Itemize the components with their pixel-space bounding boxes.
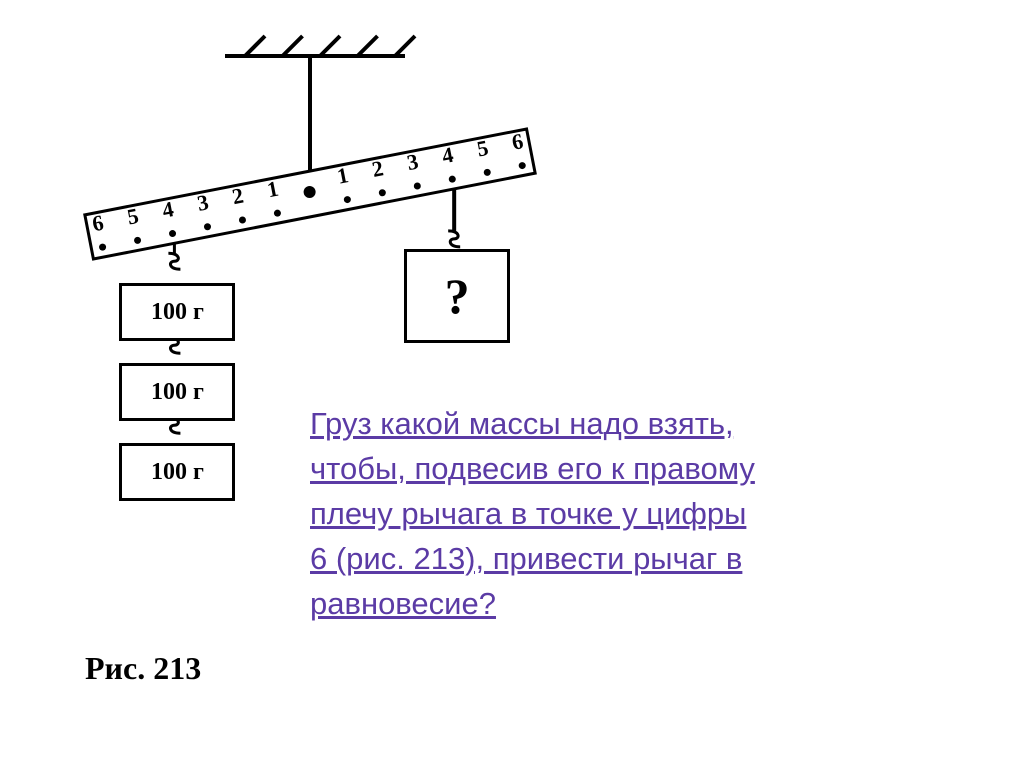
- weight-box-3: 100 г: [119, 443, 235, 501]
- weight-label-1: 100 г: [151, 299, 204, 326]
- problem-text: Груз какой массы надо взять,чтобы, подве…: [310, 402, 870, 627]
- diagram-container: 123456123456 100 г 100 г 100 г ? Груз ка…: [0, 0, 1024, 767]
- weight-label-3: 100 г: [151, 459, 204, 486]
- weight-label-2: 100 г: [151, 379, 204, 406]
- unknown-weight-box: ?: [404, 249, 510, 343]
- figure-label: Рис. 213: [85, 650, 201, 687]
- weight-box-1: 100 г: [119, 283, 235, 341]
- unknown-weight-label: ?: [445, 267, 470, 325]
- weight-box-2: 100 г: [119, 363, 235, 421]
